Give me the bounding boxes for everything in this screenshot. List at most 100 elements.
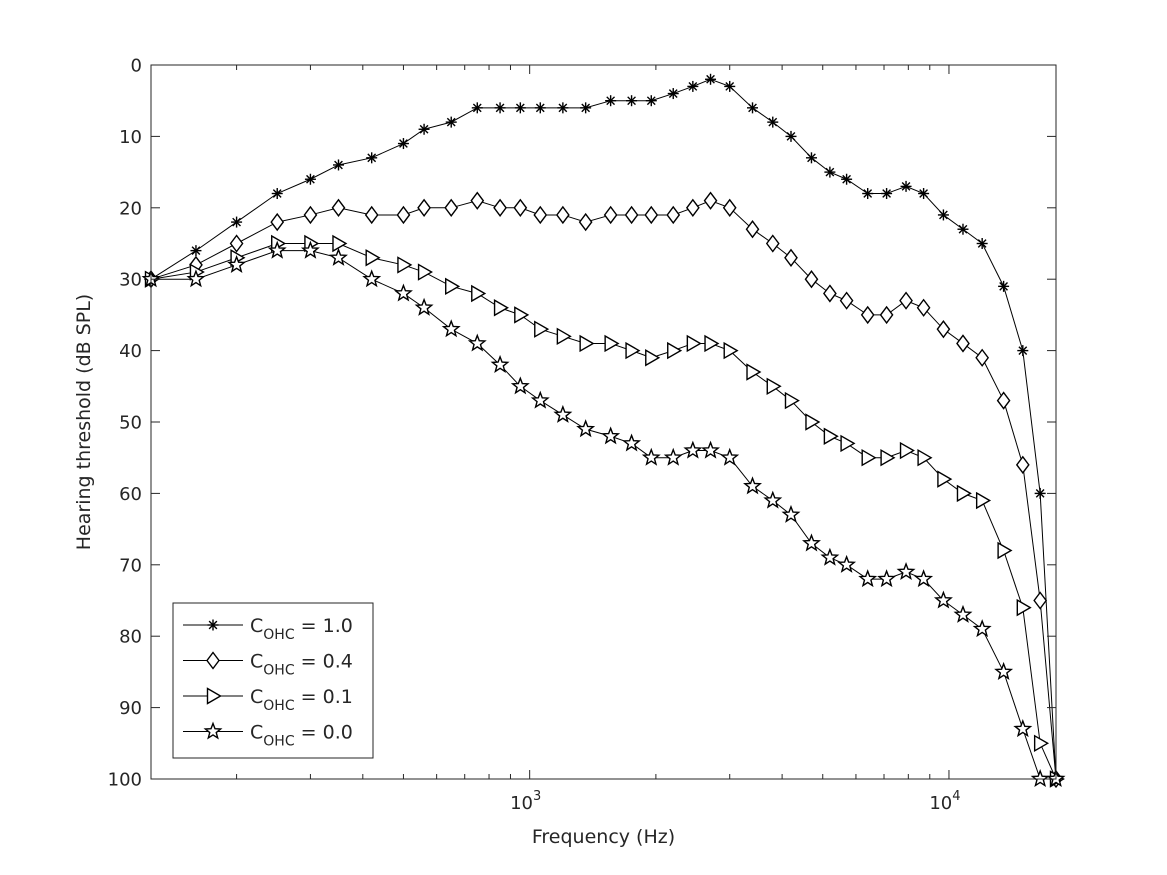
data-point-pentagram <box>329 247 348 266</box>
y-tick-label: 20 <box>119 198 142 219</box>
data-point-pentagram <box>300 240 320 259</box>
data-point-diamond <box>996 391 1011 410</box>
data-point-diamond <box>784 248 798 267</box>
data-point-pentagram <box>414 297 434 316</box>
data-point-pentagram <box>994 661 1014 680</box>
data-point-asterisk <box>514 102 526 114</box>
data-point-diamond <box>578 212 593 232</box>
data-point-triangle-right <box>686 334 702 353</box>
data-point-pentagram <box>781 504 801 523</box>
data-point-triangle-right <box>417 263 433 281</box>
y-tick-label: 40 <box>119 341 142 362</box>
legend: COHC = 1.0 COHC = 0.4 COHC = 0.1 COHC = 0.0 <box>172 602 374 759</box>
data-point-diamond <box>417 198 431 217</box>
data-point-asterisk <box>998 280 1010 292</box>
data-point-asterisk <box>534 102 546 114</box>
y-tick-label: 30 <box>119 270 142 291</box>
legend-marker-triangle-right <box>206 687 222 705</box>
data-point-pentagram <box>467 333 487 352</box>
y-axis-label: Hearing threshold (dB SPL) <box>73 294 95 550</box>
data-point-triangle-right <box>704 334 720 353</box>
data-point-diamond <box>685 198 700 217</box>
data-point-triangle-right <box>840 434 856 453</box>
data-point-pentagram <box>858 569 878 588</box>
data-point-diamond <box>703 191 718 210</box>
data-point-pentagram <box>576 419 596 438</box>
data-point-asterisk <box>332 159 344 171</box>
data-point-diamond <box>1033 591 1048 610</box>
y-tick-label: 50 <box>119 413 142 434</box>
data-point-triangle-right <box>723 341 739 360</box>
axis-ticks: 0 10 20 30 40 50 60 70 80 90 100 103 104 <box>108 56 1056 814</box>
y-tick-label: 100 <box>108 770 142 791</box>
series-line-diamond <box>150 200 1057 780</box>
data-point-triangle-right <box>397 256 413 274</box>
data-point-triangle-right <box>880 448 896 467</box>
data-point-pentagram <box>362 269 382 288</box>
data-point-diamond <box>860 305 875 325</box>
data-point-pentagram <box>896 561 916 581</box>
data-point-triangle-right <box>625 341 641 360</box>
data-point-diamond <box>331 198 346 217</box>
data-point-pentagram <box>743 476 762 495</box>
legend-marker-diamond <box>206 651 220 670</box>
data-point-pentagram <box>663 447 683 466</box>
data-point-asterisk <box>862 188 874 200</box>
data-point-pentagram <box>490 354 510 373</box>
data-point-pentagram <box>933 590 953 609</box>
data-point-asterisk <box>881 188 893 200</box>
data-point-asterisk <box>271 188 283 200</box>
legend-marker-asterisk <box>207 619 219 631</box>
data-point-triangle-right <box>784 391 800 410</box>
data-point-diamond <box>364 205 379 225</box>
data-point-diamond <box>666 205 681 225</box>
data-point-asterisk <box>667 88 679 100</box>
data-point-asterisk <box>824 166 836 178</box>
data-point-diamond <box>765 234 780 253</box>
series-line-asterisk <box>150 78 1057 780</box>
data-point-pentagram <box>877 569 897 588</box>
series-line-pentagram <box>151 250 1056 780</box>
data-point-diamond <box>493 198 507 217</box>
data-point-triangle-right <box>1033 734 1050 753</box>
data-point-asterisk <box>580 102 592 114</box>
series-line-triangle-right <box>150 243 1057 780</box>
data-point-diamond <box>745 220 760 239</box>
data-point-asterisk <box>304 173 316 185</box>
legend-item: COHC = 0.0 <box>183 722 353 750</box>
legend-label: COHC = 1.0 <box>250 615 353 643</box>
data-point-triangle-right <box>493 299 509 317</box>
y-tick-label: 80 <box>119 627 142 648</box>
x-tick-label: 103 <box>510 789 541 814</box>
data-point-triangle-right <box>956 484 972 503</box>
data-point-pentagram <box>441 319 461 338</box>
data-point-diamond <box>303 205 318 225</box>
data-point-asterisk <box>841 173 853 185</box>
x-axis-label: Frequency (Hz) <box>532 826 675 848</box>
data-point-pentagram <box>267 240 287 259</box>
data-point-asterisk <box>190 245 202 257</box>
data-point-triangle-right <box>471 284 487 303</box>
data-point-diamond <box>396 205 411 225</box>
legend-label: COHC = 0.0 <box>250 722 353 750</box>
data-point-asterisk <box>918 188 930 200</box>
data-point-pentagram <box>972 619 992 638</box>
data-point-asterisk <box>645 95 657 107</box>
data-point-diamond <box>916 298 931 317</box>
data-point-triangle-right <box>604 334 620 353</box>
data-point-diamond <box>644 205 659 225</box>
data-point-asterisk <box>900 180 912 192</box>
y-tick-label: 60 <box>119 484 142 505</box>
legend-label: COHC = 0.1 <box>250 686 353 714</box>
data-point-diamond <box>1015 455 1030 475</box>
legend-box <box>172 602 374 759</box>
data-point-asterisk <box>724 80 736 92</box>
data-point-triangle-right <box>805 413 821 431</box>
y-tick-label: 90 <box>119 698 142 719</box>
data-point-asterisk <box>805 152 817 164</box>
data-point-pentagram <box>1030 769 1050 788</box>
data-point-pentagram <box>641 447 661 466</box>
data-point-asterisk <box>976 238 988 249</box>
data-point-pentagram <box>701 440 721 459</box>
